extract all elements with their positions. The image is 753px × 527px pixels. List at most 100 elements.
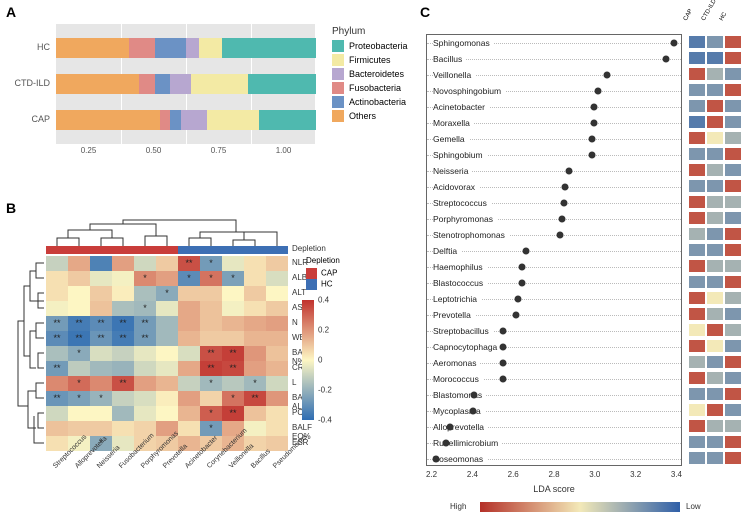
bar-segment xyxy=(129,38,155,58)
heatmap-cell xyxy=(222,361,244,376)
heatmap-cell xyxy=(266,406,288,421)
mini-heatmap-cell xyxy=(724,35,742,49)
mini-header: CAP xyxy=(683,3,697,22)
mini-heatmap-row xyxy=(688,322,742,338)
heatmap-cell xyxy=(244,271,266,286)
mini-heatmap-cell xyxy=(724,163,742,177)
depletion-bar xyxy=(266,246,288,254)
colorbar-tick: 0.4 xyxy=(318,296,329,305)
mini-heatmap-cell xyxy=(688,355,706,369)
lollipop-dot xyxy=(588,136,595,143)
heatmap-cell xyxy=(156,361,178,376)
legend-item: HC xyxy=(321,280,333,289)
mini-heatmap-cell xyxy=(688,179,706,193)
panel-c: C SphingomonasBacillusVeillonellaNovosph… xyxy=(420,4,748,522)
stacked-bar-row xyxy=(56,38,316,58)
lollipop-dot xyxy=(556,232,563,239)
mini-heatmap-cell xyxy=(724,259,742,273)
mini-heatmap-cell xyxy=(688,67,706,81)
heatmap-cell xyxy=(112,406,134,421)
mini-heatmap-cell xyxy=(706,419,724,433)
heatmap-cell xyxy=(200,346,222,361)
heatmap-cell xyxy=(68,346,90,361)
mini-heatmap-cell xyxy=(724,307,742,321)
mini-heatmap-cell xyxy=(688,275,706,289)
mini-heatmap-cell xyxy=(706,179,724,193)
colorbar-tick: 0 xyxy=(318,356,322,365)
legend-swatch xyxy=(332,96,344,108)
heatmap-cell xyxy=(68,316,90,331)
lollipop-label: Acidovorax xyxy=(433,182,479,192)
panel-c-row: Alloprevotella xyxy=(427,419,681,435)
xaxis-tick: 2.2 xyxy=(426,470,437,479)
heatmap-cell xyxy=(46,331,68,346)
lollipop-dot xyxy=(588,152,595,159)
legend-item: Firmicutes xyxy=(332,54,408,66)
heatmap-cell xyxy=(156,286,178,301)
panel-c-row: Acinetobacter xyxy=(427,99,681,115)
heatmap-cell xyxy=(178,271,200,286)
bar-segment xyxy=(56,38,129,58)
heatmap-cell xyxy=(266,436,288,451)
mini-heatmap-cell xyxy=(706,99,724,113)
heatmap-cell xyxy=(46,421,68,436)
mini-heatmap-cell xyxy=(688,307,706,321)
stacked-bar-row xyxy=(56,110,316,130)
heatmap-cell xyxy=(112,286,134,301)
mini-heatmap-row xyxy=(688,450,742,466)
mini-heatmap-cell xyxy=(724,211,742,225)
heatmap-cell xyxy=(134,301,156,316)
mini-heatmap-cell xyxy=(706,163,724,177)
panel-c-row: Leptotrichia xyxy=(427,291,681,307)
heatmap-cell xyxy=(222,316,244,331)
lollipop-label: Roseomonas xyxy=(433,454,487,464)
mini-heatmap-row xyxy=(688,194,742,210)
mini-heatmap-row xyxy=(688,274,742,290)
mini-heatmap-cell xyxy=(688,339,706,353)
lollipop-label: Gemella xyxy=(433,134,469,144)
colorbar-tick: -0.4 xyxy=(318,416,332,425)
mini-heatmap-cell xyxy=(706,291,724,305)
panel-c-row: Bacillus xyxy=(427,51,681,67)
bar-segment xyxy=(170,74,180,94)
panel-c-mini-heatmap xyxy=(688,34,742,466)
panel-c-row: Blastococcus xyxy=(427,275,681,291)
bar-segment xyxy=(155,38,186,58)
legend-item: Fusobacteria xyxy=(332,82,408,94)
heatmap-cell xyxy=(68,391,90,406)
panel-c-gradient xyxy=(480,502,680,512)
heatmap-cell xyxy=(200,376,222,391)
panel-a-group-label: CTD-ILD xyxy=(6,78,50,88)
panel-c-row: Sphingomonas xyxy=(427,35,681,51)
heatmap-cell xyxy=(156,271,178,286)
lollipop-label: Leptotrichia xyxy=(433,294,481,304)
heatmap-cell xyxy=(200,361,222,376)
xaxis-tick: 2.8 xyxy=(548,470,559,479)
legend-swatch xyxy=(332,110,344,122)
colorbar-tick: 0.2 xyxy=(318,326,329,335)
lollipop-dot xyxy=(518,280,525,287)
mini-heatmap-cell xyxy=(688,243,706,257)
panel-c-row: Morococcus xyxy=(427,371,681,387)
lollipop-dot xyxy=(560,200,567,207)
heatmap-cell xyxy=(112,331,134,346)
xaxis-tick: 3.2 xyxy=(630,470,641,479)
mini-heatmap-cell xyxy=(706,435,724,449)
lollipop-label: Novosphingobium xyxy=(433,86,505,96)
heatmap-cell xyxy=(90,316,112,331)
heatmap-cell xyxy=(222,286,244,301)
lollipop-dot xyxy=(446,424,453,431)
heatmap-cell xyxy=(266,361,288,376)
depletion-bar xyxy=(90,246,112,254)
heatmap-cell xyxy=(90,421,112,436)
mini-heatmap-cell xyxy=(706,275,724,289)
mini-heatmap-cell xyxy=(688,83,706,97)
lollipop-dot xyxy=(662,56,669,63)
heatmap-cell xyxy=(266,271,288,286)
heatmap-cell xyxy=(90,406,112,421)
depletion-bar xyxy=(178,246,200,254)
xaxis-tick: 3.4 xyxy=(671,470,682,479)
heatmap-cell xyxy=(46,376,68,391)
legend-label: Bacteroidetes xyxy=(349,69,404,79)
xaxis-tick: 0.50 xyxy=(146,146,162,155)
